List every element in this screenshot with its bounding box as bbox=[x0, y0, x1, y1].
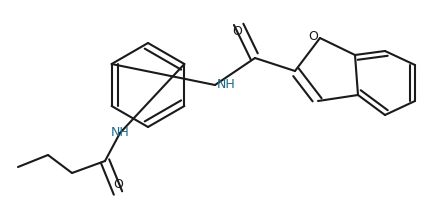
Text: O: O bbox=[113, 178, 123, 191]
Text: O: O bbox=[307, 31, 317, 43]
Text: O: O bbox=[231, 25, 241, 38]
Text: NH: NH bbox=[110, 126, 129, 138]
Text: NH: NH bbox=[217, 78, 235, 91]
